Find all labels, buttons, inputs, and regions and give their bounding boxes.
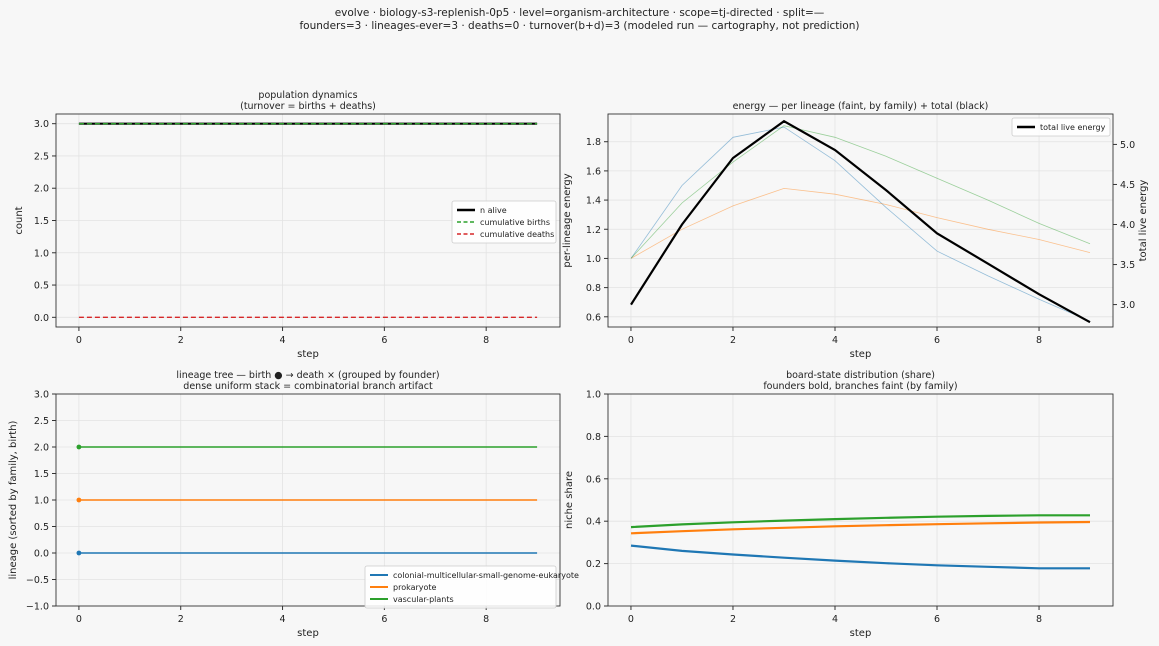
niche-share-line bbox=[630, 544, 1090, 570]
y-axis-label: count bbox=[14, 206, 25, 234]
y-tick-label: 0.6 bbox=[586, 312, 601, 323]
y-tick-label: 2.0 bbox=[34, 184, 49, 195]
total-energy-line bbox=[630, 119, 1091, 324]
figure-title-line-2: founders=3 · lineages-ever=3 · deaths=0 … bbox=[299, 20, 860, 32]
y-right-tick-label: 4.5 bbox=[1120, 180, 1135, 191]
y-tick-label: 2.0 bbox=[34, 443, 49, 454]
legend-box bbox=[364, 565, 557, 609]
x-tick-label: 4 bbox=[832, 614, 838, 625]
y-tick-label: 2.5 bbox=[34, 151, 49, 162]
legend-label: cumulative births bbox=[480, 218, 550, 227]
x-tick-label: 4 bbox=[280, 614, 286, 625]
chart-subtitle: founders bold, branches faint (by family… bbox=[763, 381, 957, 392]
legend-label: prokaryote bbox=[393, 583, 437, 592]
y-tick-label: 3.0 bbox=[34, 119, 49, 130]
x-axis-label: step bbox=[297, 349, 319, 360]
x-tick-label: 0 bbox=[76, 335, 82, 346]
legend-box bbox=[1011, 117, 1111, 137]
x-tick-label: 0 bbox=[628, 335, 634, 346]
chart-title: lineage tree — birth ● → death × (groupe… bbox=[176, 370, 439, 381]
y-tick-label: 0.5 bbox=[34, 522, 49, 533]
y-tick-label: 0.4 bbox=[586, 517, 601, 528]
niche-share-line bbox=[630, 520, 1091, 535]
x-tick-label: 4 bbox=[280, 335, 286, 346]
x-tick-label: 6 bbox=[934, 335, 940, 346]
y-axis-label: per-lineage energy bbox=[562, 173, 573, 267]
x-tick-label: 6 bbox=[934, 614, 940, 625]
y-tick-label: 0.5 bbox=[34, 281, 49, 292]
y-tick-label: 1.0 bbox=[34, 496, 49, 507]
y-tick-label: 0.0 bbox=[586, 602, 601, 613]
y-tick-label: 0.2 bbox=[586, 559, 601, 570]
x-tick-label: 8 bbox=[1036, 335, 1042, 346]
y-right-tick-label: 4.0 bbox=[1120, 220, 1135, 231]
x-axis-label: step bbox=[850, 349, 872, 360]
axes-frame bbox=[607, 113, 1114, 328]
plot-area bbox=[608, 114, 1113, 327]
y-tick-label: 0.0 bbox=[34, 549, 49, 560]
x-axis-label: step bbox=[297, 628, 319, 639]
chart-subtitle: (turnover = births + deaths) bbox=[240, 101, 376, 112]
niche-share-line bbox=[630, 514, 1090, 529]
chart-title: energy — per lineage (faint, by family) … bbox=[733, 101, 989, 112]
x-tick-label: 2 bbox=[178, 614, 184, 625]
x-axis-label: step bbox=[850, 628, 872, 639]
x-tick-label: 0 bbox=[628, 614, 634, 625]
chart-title: board-state distribution (share) bbox=[786, 370, 935, 381]
x-tick-label: 8 bbox=[483, 335, 489, 346]
legend-label: vascular-plants bbox=[393, 595, 454, 604]
y-tick-label: 1.5 bbox=[34, 216, 49, 227]
x-tick-label: 8 bbox=[1036, 614, 1042, 625]
y-right-tick-label: 3.5 bbox=[1120, 260, 1135, 271]
y-axis-label: niche share bbox=[564, 471, 575, 529]
x-tick-label: 6 bbox=[381, 335, 387, 346]
y-tick-label: 2.5 bbox=[34, 416, 49, 427]
y-tick-label: −1.0 bbox=[26, 602, 49, 613]
axes-frame bbox=[607, 393, 1114, 607]
y-tick-label: 1.0 bbox=[586, 254, 601, 265]
x-tick-label: 2 bbox=[730, 614, 736, 625]
y-tick-label: 1.0 bbox=[34, 248, 49, 259]
lineage-energy-line bbox=[630, 125, 1091, 259]
y-right-tick-label: 5.0 bbox=[1120, 140, 1135, 151]
y-tick-label: 0.8 bbox=[586, 283, 601, 294]
y-tick-label: 1.8 bbox=[586, 137, 601, 148]
birth-marker bbox=[76, 444, 82, 450]
y-tick-label: 0.6 bbox=[586, 474, 601, 485]
lineage-energy-line bbox=[630, 126, 1091, 322]
y-tick-label: 1.4 bbox=[586, 196, 601, 207]
birth-marker bbox=[76, 550, 82, 556]
y-tick-label: 0.0 bbox=[34, 313, 49, 324]
y-tick-label: 3.0 bbox=[34, 390, 49, 401]
y-tick-label: 1.0 bbox=[586, 390, 601, 401]
x-tick-label: 4 bbox=[832, 335, 838, 346]
y-tick-label: −0.5 bbox=[26, 575, 49, 586]
x-tick-label: 8 bbox=[483, 614, 489, 625]
chart-title: population dynamics bbox=[258, 90, 357, 101]
y-tick-label: 0.8 bbox=[586, 432, 601, 443]
y-axis-label: lineage (sorted by family, birth) bbox=[8, 420, 19, 579]
y-tick-label: 1.6 bbox=[586, 166, 601, 177]
legend-label: total live energy bbox=[1040, 123, 1106, 132]
x-tick-label: 0 bbox=[76, 614, 82, 625]
x-tick-label: 2 bbox=[730, 335, 736, 346]
plot-area bbox=[608, 394, 1113, 606]
legend-label: colonial-multicellular-small-genome-euka… bbox=[393, 571, 579, 580]
legend-box bbox=[451, 200, 557, 244]
y-tick-label: 1.2 bbox=[586, 225, 601, 236]
y-tick-label: 1.5 bbox=[34, 469, 49, 480]
lineage-energy-line bbox=[630, 187, 1091, 259]
figure-title-line-1: evolve · biology-s3-replenish-0p5 · leve… bbox=[334, 7, 825, 19]
legend-label: cumulative deaths bbox=[480, 230, 554, 239]
birth-marker bbox=[76, 497, 82, 503]
legend-label: n alive bbox=[480, 206, 507, 215]
y-right-axis-label: total live energy bbox=[1138, 180, 1149, 262]
chart-subtitle: dense uniform stack = combinatorial bran… bbox=[183, 381, 433, 392]
x-tick-label: 6 bbox=[381, 614, 387, 625]
x-tick-label: 2 bbox=[178, 335, 184, 346]
y-right-tick-label: 3.0 bbox=[1120, 300, 1135, 311]
